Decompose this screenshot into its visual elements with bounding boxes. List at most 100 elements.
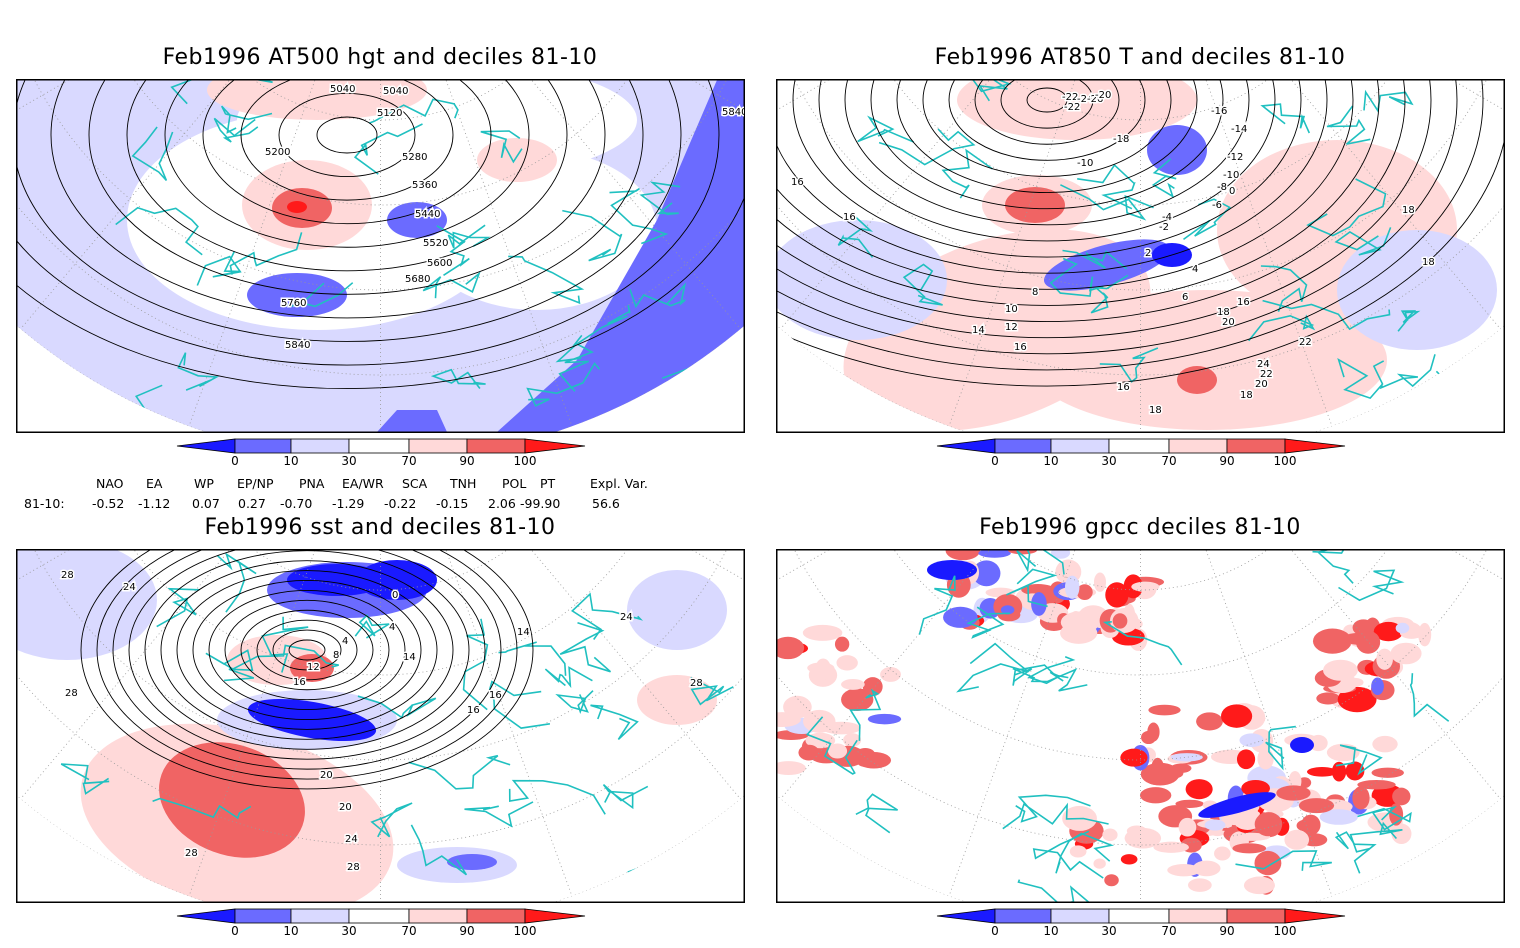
- colorbar-tick-label: 10: [1043, 924, 1059, 938]
- colorbar-tick-label: 10: [283, 924, 299, 938]
- contour-label: 20: [339, 802, 352, 813]
- contour-label: 16: [791, 177, 804, 188]
- index-name: POL: [502, 476, 527, 491]
- panel-title-gpcc: Feb1996 gpcc deciles 81-10: [979, 515, 1301, 540]
- contour-label: 12: [307, 662, 320, 673]
- colorbar-tick-label: 0: [991, 924, 999, 938]
- contour-label: 24: [1257, 359, 1270, 370]
- contour-label: -12: [1227, 152, 1243, 163]
- contour-label: -8: [1217, 182, 1227, 193]
- colorbar-segment: [1226, 908, 1286, 924]
- index-name: EP/NP: [237, 476, 274, 491]
- contour-label: -2: [1159, 222, 1169, 233]
- contour-label: 14: [972, 325, 985, 336]
- contour-label: 20: [1255, 379, 1268, 390]
- contour-label: -16: [1211, 106, 1227, 117]
- colorbar-segment: [234, 908, 292, 924]
- contour-label: 2: [1145, 248, 1151, 259]
- colorbar-tick-label: 10: [283, 454, 299, 468]
- contour-label: -10: [1223, 170, 1239, 181]
- colorbar-segment: [348, 908, 410, 924]
- index-value: -0.22: [384, 496, 417, 511]
- index-value: -1.12: [138, 496, 171, 511]
- colorbar-segment: [1108, 438, 1170, 454]
- index-value: -0.15: [436, 496, 469, 511]
- contour-label: 5360: [412, 180, 437, 191]
- colorbar-tick-label: 70: [401, 454, 417, 468]
- colorbar-segment: [524, 438, 586, 454]
- colorbar-segment: [994, 438, 1052, 454]
- colorbar-tick-label: 90: [459, 924, 475, 938]
- colorbar-tick-label: 100: [513, 454, 537, 468]
- panel-title-sst: Feb1996 sst and deciles 81-10: [204, 515, 556, 540]
- contour-label: 5040: [330, 84, 355, 95]
- index-value: -1.29: [332, 496, 365, 511]
- colorbar-segment: [1168, 908, 1228, 924]
- index-value: 0.27: [238, 496, 266, 511]
- teleconnection-index-table: 81-10: NAO EA WP EP/NP PNA EA/WR SCA TNH…: [0, 472, 700, 512]
- contour-label: 28: [347, 862, 360, 873]
- colorbar-segment: [176, 908, 236, 924]
- contour-label: 5840: [722, 107, 744, 118]
- colorbar-segment: [290, 438, 350, 454]
- contour-label: -24: [1077, 94, 1093, 105]
- colorbar-tick-label: 100: [513, 924, 537, 938]
- contour-label: 18: [1217, 307, 1230, 318]
- map-hgt500: 5040 5040 5120 5200 5280 5360 5440 5520 5600 5680…: [16, 79, 745, 433]
- contour-label: 16: [843, 212, 856, 223]
- contour-label: 10: [1005, 304, 1018, 315]
- contour-label: 8: [333, 650, 339, 661]
- contour-label: 16: [293, 677, 306, 688]
- index-name: SCA: [402, 476, 428, 491]
- index-name: PT: [540, 476, 556, 491]
- index-name: Expl. Var.: [590, 476, 648, 491]
- colorbar-segment: [234, 438, 292, 454]
- colorbar-segment: [1284, 908, 1346, 924]
- colorbar-segment: [290, 908, 350, 924]
- contour-label: 16: [467, 705, 480, 716]
- contour-label: -4: [1162, 212, 1172, 223]
- colorbar-segment: [1226, 438, 1286, 454]
- contour-label: 22: [1260, 369, 1273, 380]
- contour-label: 24: [123, 582, 136, 593]
- index-name: EA: [146, 476, 163, 491]
- index-value: 2.06: [488, 496, 516, 511]
- contour-label: 4: [342, 636, 348, 647]
- contour-label: -18: [1113, 134, 1129, 145]
- contour-label: -14: [1231, 124, 1247, 135]
- contour-label: 28: [61, 570, 74, 581]
- colorbar-tick-label: 0: [991, 454, 999, 468]
- index-value: 0.07: [192, 496, 220, 511]
- contour-label: 5680: [405, 274, 430, 285]
- contour-label: 14: [403, 652, 416, 663]
- contour-label: 16: [1014, 342, 1027, 353]
- colorbar-tick-label: 100: [1273, 454, 1297, 468]
- contour-label: -22: [1064, 102, 1080, 113]
- colorbar-segment: [994, 908, 1052, 924]
- colorbar-tick-label: 70: [401, 924, 417, 938]
- colorbar-segment: [1050, 908, 1110, 924]
- contour-label: 5120: [377, 108, 402, 119]
- map-gpcc: [776, 549, 1505, 903]
- contour-label: 28: [65, 688, 78, 699]
- colorbar-hgt500: 0 10 30 70 90 100: [175, 438, 595, 478]
- contour-label: 20: [1222, 317, 1235, 328]
- contour-label: 5040: [383, 86, 408, 97]
- contour-label: -20: [1095, 90, 1111, 101]
- contour-label: 0: [392, 590, 398, 601]
- colorbar-segment: [408, 908, 468, 924]
- colorbar-segment: [408, 438, 468, 454]
- contour-label: 16: [1237, 297, 1250, 308]
- index-value: -0.70: [280, 496, 313, 511]
- colorbar-tick-label: 0: [231, 924, 239, 938]
- contour-label: 18: [1402, 205, 1415, 216]
- contour-label: 18: [1149, 405, 1162, 416]
- contour-label: 24: [345, 834, 358, 845]
- colorbar-segment: [1108, 908, 1170, 924]
- colorbar-segment: [1168, 438, 1228, 454]
- colorbar-segment: [936, 908, 996, 924]
- contour-label: -22: [1062, 92, 1078, 103]
- colorbar-tick-label: 90: [1219, 924, 1235, 938]
- contour-label: 28: [185, 848, 198, 859]
- colorbar-tick-label: 30: [341, 454, 357, 468]
